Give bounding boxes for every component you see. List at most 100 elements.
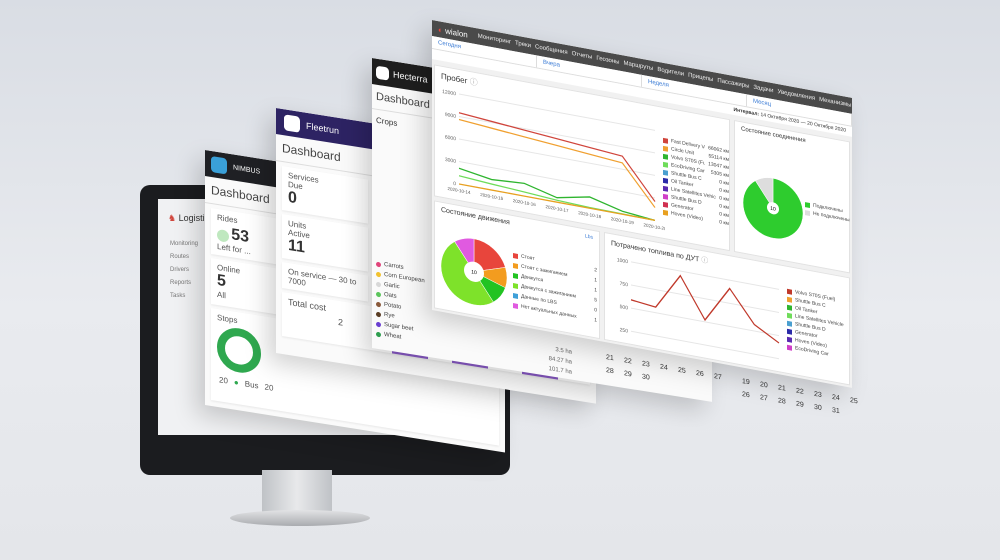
- crop-name: Wheat: [384, 331, 402, 341]
- dot-icon: [376, 321, 381, 327]
- nav-item[interactable]: Геозоны: [596, 55, 620, 66]
- calendar-day[interactable]: 29: [796, 400, 804, 409]
- pie-hole: [464, 261, 484, 282]
- menu-item[interactable]: Reports: [170, 280, 192, 286]
- x-tick-label: 2020-10-14: [448, 186, 471, 195]
- dot-icon: [376, 291, 381, 297]
- rides-value: 53: [231, 226, 250, 246]
- nav-item[interactable]: Механизмы: [819, 96, 852, 109]
- legend-swatch: [513, 282, 518, 289]
- app-name: Logistics: [178, 213, 214, 223]
- monitor-app-title: ♞ Logistics: [158, 199, 496, 238]
- menu-item[interactable]: Drivers: [170, 267, 189, 273]
- grid-line: [631, 330, 779, 360]
- calendar-day[interactable]: 25: [850, 397, 858, 406]
- grid-line: [459, 138, 655, 176]
- pie-center-value: 10: [471, 269, 477, 276]
- grid-line: [631, 261, 779, 290]
- x-tick-label: 2020-10-16: [513, 198, 536, 207]
- tractor-logo-icon: [376, 65, 389, 81]
- pie-hole: [767, 202, 779, 215]
- nav-item[interactable]: Задачи: [753, 84, 774, 95]
- wialon-logo-icon: ◐: [438, 24, 443, 35]
- crop-name: Oats: [384, 291, 397, 300]
- monitor-base: [230, 510, 370, 526]
- grid-line: [459, 161, 655, 199]
- series-line: [458, 112, 656, 202]
- dot-icon: [376, 281, 381, 287]
- legend-swatch: [663, 145, 668, 152]
- x-tick-label: 2020-10-20: [644, 222, 665, 231]
- calendar-day[interactable]: 23: [814, 390, 822, 400]
- x-tick-label: 2020-10-15: [480, 192, 503, 201]
- x-tick-label: 2020-10-17: [546, 204, 569, 213]
- calendar-day[interactable]: 31: [832, 406, 840, 416]
- crop-name: Garlic: [384, 281, 400, 291]
- services-card[interactable]: Services Due 0: [282, 165, 368, 224]
- legend-swatch: [663, 209, 668, 216]
- menu-item[interactable]: Routes: [170, 254, 190, 260]
- calendar-day[interactable]: 21: [778, 384, 786, 393]
- menu-item[interactable]: Monitoring: [170, 241, 199, 247]
- legend-swatch: [787, 288, 792, 295]
- legend-swatch: [787, 336, 792, 343]
- calendar-day[interactable]: 27: [714, 373, 722, 382]
- calendar-day[interactable]: 20: [760, 381, 768, 390]
- units-card[interactable]: Units Active 11: [282, 213, 368, 272]
- legend-label: Bus: [244, 379, 259, 391]
- brand: NIMBUS: [233, 163, 261, 176]
- nav-item[interactable]: Водители: [657, 66, 685, 78]
- legend-swatch: [513, 302, 518, 309]
- legend-swatch: [663, 177, 668, 184]
- calendar-day[interactable]: 22: [796, 387, 804, 396]
- dot-icon: [376, 301, 381, 307]
- calendar-day[interactable]: 19: [742, 378, 750, 387]
- mileage-panel: Пробег ⓘ 0 3000 6000 9000 12000 2020-10-14 202…: [434, 64, 730, 252]
- monitor-stand: [262, 470, 332, 515]
- calendar-day[interactable]: 24: [832, 393, 840, 403]
- series-line: [458, 118, 656, 208]
- help-icon[interactable]: ⓘ: [701, 256, 709, 266]
- legend-swatch: [513, 262, 518, 269]
- mileage-chart: 0 3000 6000 9000 12000 2020-10-14 2020-10-15 20…: [442, 89, 665, 232]
- calendar-day[interactable]: 28: [778, 397, 786, 406]
- calendar-day[interactable]: 26: [742, 391, 750, 400]
- legend-swatch: [805, 201, 810, 208]
- nav-item[interactable]: Пассажиры: [717, 77, 750, 90]
- nimbus-logo-icon: [211, 155, 227, 175]
- logistics-logo-icon: ♞: [168, 213, 177, 223]
- nav-item[interactable]: Сообщения: [535, 44, 568, 57]
- nav-item[interactable]: Треки: [515, 40, 532, 50]
- legend-swatch: [663, 169, 668, 176]
- y-tick-label: 0: [453, 181, 456, 188]
- nav-item[interactable]: Прицепы: [688, 72, 714, 84]
- legend-swatch: [663, 137, 668, 144]
- nav-item[interactable]: Маршруты: [623, 60, 654, 73]
- brand: Hecterra: [393, 69, 428, 85]
- lbs-link[interactable]: Lbs: [584, 233, 593, 241]
- legend-swatch: [663, 193, 668, 200]
- legend-swatch: [513, 292, 518, 299]
- movement-panel: Состояние движения Lbs 10 Стоят 2 Стоят с …: [434, 200, 600, 340]
- calendar-day[interactable]: 27: [760, 394, 768, 403]
- brand: wialon: [445, 25, 468, 40]
- help-icon[interactable]: ⓘ: [469, 76, 478, 88]
- wialon-dashboard: ◐ wialon Мониторинг Треки Сообщения Отчеты Г…: [432, 20, 852, 388]
- y-tick-label: 500: [620, 304, 629, 312]
- y-tick-label: 1000: [617, 257, 628, 265]
- nav-item[interactable]: Уведомления: [777, 89, 816, 102]
- series-line: [458, 167, 656, 221]
- legend-value: 1: [594, 317, 597, 324]
- nav-item[interactable]: Мониторинг: [477, 33, 512, 46]
- legend-value: 2: [594, 267, 597, 274]
- calendar-day[interactable]: 30: [814, 403, 822, 413]
- pie-slice: [473, 238, 506, 273]
- y-tick-label: 9000: [445, 112, 456, 120]
- legend-swatch: [787, 320, 792, 327]
- dot-icon: ●: [233, 377, 239, 388]
- legend-swatch: [513, 252, 518, 259]
- fleetrun-logo-icon: [284, 114, 300, 133]
- nav-item[interactable]: Отчеты: [571, 50, 593, 61]
- series-line: [630, 274, 780, 344]
- menu-item[interactable]: Tasks: [170, 293, 186, 299]
